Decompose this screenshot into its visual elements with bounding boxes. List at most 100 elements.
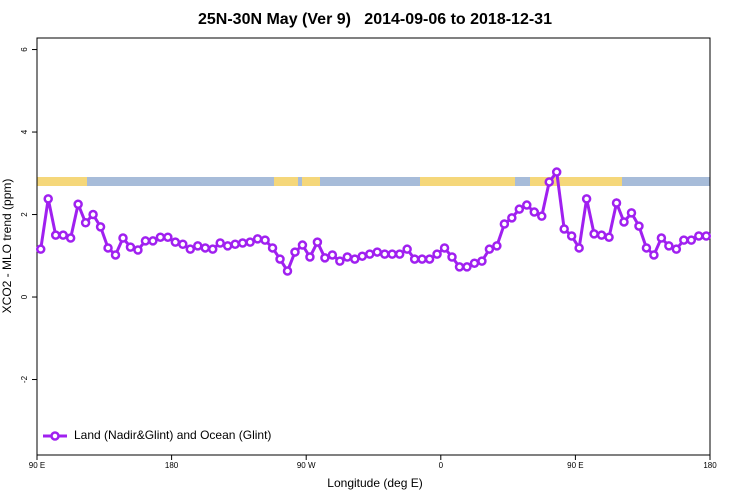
data-point: [529, 207, 540, 217]
x-tick-label: 180: [165, 461, 179, 470]
data-point: [88, 209, 98, 220]
data-point: [320, 253, 330, 263]
land: [530, 177, 622, 186]
x-tick-label: 90 E: [567, 461, 583, 470]
data-point: [596, 230, 607, 240]
data-point: [118, 233, 128, 243]
data-point: [230, 239, 240, 249]
data-point: [215, 238, 225, 248]
data-point: [290, 247, 300, 257]
data-point: [686, 235, 697, 245]
data-point: [387, 249, 397, 259]
data-point: [649, 250, 659, 260]
data-point: [694, 231, 704, 241]
data-point: [664, 241, 674, 251]
land: [302, 177, 320, 186]
legend-label: Land (Nadir&Glint) and Ocean (Glint): [74, 428, 271, 442]
y-tick-label: 6: [20, 47, 29, 52]
data-point: [357, 251, 368, 261]
y-tick-label: 2: [20, 212, 29, 217]
data-point: [447, 252, 457, 262]
data-point: [522, 200, 532, 210]
data-point: [95, 222, 106, 232]
data-point: [365, 249, 375, 259]
x-axis-label: Longitude (deg E): [327, 476, 422, 490]
x-tick-label: 90 E: [29, 461, 45, 470]
data-point: [260, 235, 270, 245]
data-point: [514, 204, 525, 214]
data-point: [312, 237, 323, 247]
data-point: [566, 231, 577, 241]
data-point: [193, 241, 203, 251]
data-point: [103, 243, 113, 253]
data-point: [432, 249, 442, 259]
data-point: [110, 250, 121, 260]
data-point: [574, 243, 584, 253]
data-point: [626, 208, 637, 218]
data-point: [80, 218, 91, 228]
data-point: [439, 243, 450, 253]
data-point: [58, 230, 68, 240]
data-point: [43, 194, 53, 204]
data-point: [327, 250, 338, 260]
data-point: [551, 167, 562, 177]
y-axis-label: XCO2 - MLO trend (ppm): [0, 179, 14, 314]
data-point: [537, 211, 547, 221]
data-point: [178, 239, 188, 249]
chart-title: 25N-30N May (Ver 9) 2014-09-06 to 2018-1…: [198, 11, 552, 28]
ocean: [37, 177, 710, 186]
data-point: [402, 244, 412, 254]
data-point: [35, 244, 46, 254]
data-point: [379, 249, 390, 259]
data-point: [604, 232, 614, 242]
data-point: [335, 256, 345, 266]
data-point: [417, 254, 427, 264]
land: [37, 177, 87, 186]
data-point: [477, 256, 487, 266]
data-point: [484, 244, 495, 254]
data-point: [222, 241, 233, 251]
data-point: [237, 238, 248, 248]
data-point: [275, 254, 285, 264]
land: [420, 177, 515, 186]
data-point: [252, 234, 263, 244]
data-point: [185, 244, 196, 254]
y-tick-label: -2: [20, 375, 29, 383]
data-point: [559, 224, 569, 234]
data-point: [394, 249, 405, 259]
data-point: [148, 236, 158, 246]
data-point: [73, 199, 83, 209]
data-point: [492, 241, 502, 251]
data-point: [282, 266, 293, 276]
data-point: [611, 198, 622, 208]
land: [274, 177, 298, 186]
data-point: [499, 219, 510, 229]
data-point: [305, 252, 315, 262]
data-point: [656, 233, 667, 243]
data-point: [65, 233, 76, 243]
x-tick-label: 180: [703, 461, 717, 470]
data-point: [207, 244, 218, 254]
data-point: [350, 254, 360, 264]
data-point: [267, 243, 278, 253]
data-point: [50, 230, 61, 240]
legend-marker: [50, 431, 60, 441]
data-point: [544, 177, 554, 187]
data-point: [634, 221, 644, 231]
land-ocean-strip: [37, 177, 710, 186]
data-point: [424, 254, 435, 264]
data-point: [462, 262, 472, 272]
data-point: [589, 229, 599, 239]
data-point: [133, 245, 143, 255]
data-point: [469, 258, 480, 268]
data-point: [372, 247, 382, 257]
x-tick-label: 0: [439, 461, 444, 470]
data-point: [245, 237, 255, 247]
data-point: [170, 237, 181, 247]
x-tick-label: 90 W: [297, 461, 316, 470]
data-point: [140, 236, 151, 246]
y-tick-label: 0: [20, 294, 29, 299]
data-point: [409, 254, 420, 264]
data-point: [297, 240, 308, 250]
